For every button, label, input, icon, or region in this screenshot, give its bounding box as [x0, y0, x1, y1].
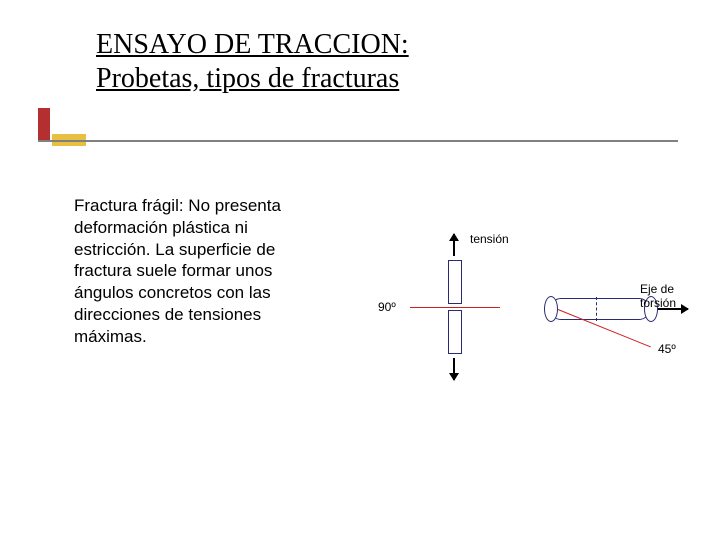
- torsion-endcap-left: [544, 296, 558, 322]
- label-torsion-axis: Eje de torsión: [640, 282, 710, 310]
- torsion-specimen-body: [550, 298, 650, 320]
- accent-red-block: [38, 108, 50, 142]
- tension-fracture-line: [410, 307, 500, 308]
- body-paragraph: Fractura frágil: No presenta deformación…: [74, 195, 314, 347]
- tension-arrow-down-icon: [453, 358, 455, 380]
- label-tension: tensión: [470, 232, 509, 246]
- label-angle-90: 90º: [378, 300, 396, 314]
- label-angle-45: 45º: [658, 342, 676, 356]
- tension-specimen-bottom: [448, 310, 462, 354]
- title-line-2: Probetas, tipos de fracturas: [96, 62, 409, 96]
- torsion-mid-dash: [596, 297, 597, 321]
- tension-specimen-top: [448, 260, 462, 304]
- fracture-diagram: tensión 90º Eje de torsión 45º: [340, 210, 710, 400]
- slide-title: ENSAYO DE TRACCION: Probetas, tipos de f…: [96, 28, 409, 95]
- title-line-1: ENSAYO DE TRACCION:: [96, 28, 409, 62]
- title-underline-rule: [38, 140, 678, 142]
- tension-arrow-up-icon: [453, 234, 455, 256]
